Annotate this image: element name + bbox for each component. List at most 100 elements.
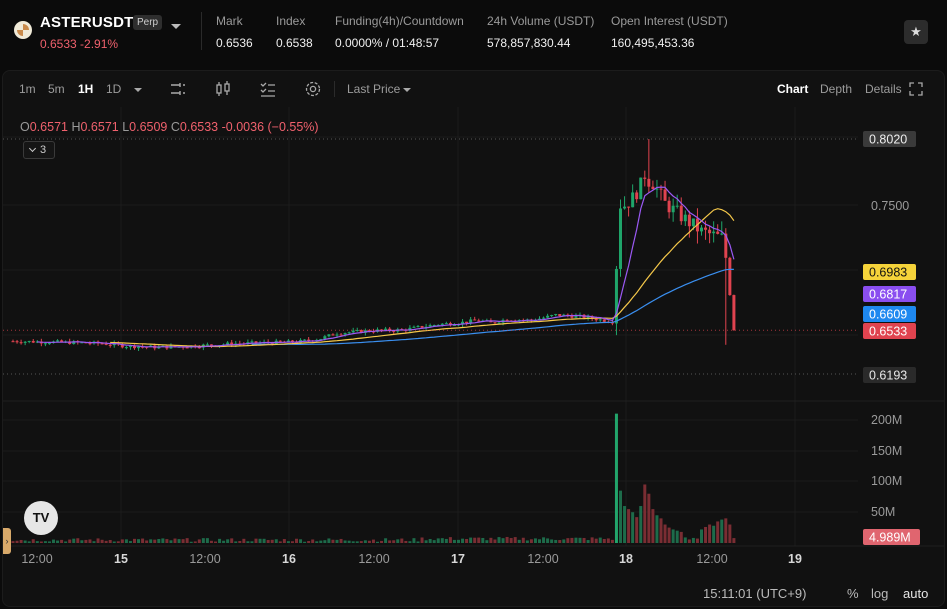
settings-icon[interactable]	[304, 80, 322, 98]
symbol-name[interactable]: ASTERUSDT	[40, 14, 134, 31]
stat-label: 24h Volume (USDT)	[487, 14, 595, 28]
tradingview-logo-icon[interactable]: TV	[24, 501, 58, 535]
clock-readout[interactable]: 15:11:01 (UTC+9)	[703, 586, 807, 601]
indicators-icon[interactable]	[259, 80, 277, 98]
volume-bar	[627, 509, 631, 543]
price-tag: 0.6193	[869, 369, 907, 383]
volume-bar	[173, 538, 177, 543]
candle-body	[11, 341, 15, 343]
volume-bar	[116, 541, 120, 543]
fullscreen-icon[interactable]	[909, 82, 923, 96]
candle-body	[205, 344, 209, 346]
chart-type-icon[interactable]	[169, 80, 187, 98]
time-axis-label: 17	[451, 552, 465, 566]
volume-bar	[68, 539, 72, 543]
candle-body	[554, 314, 558, 316]
perp-badge: Perp	[133, 15, 163, 30]
interval-1d[interactable]: 1D	[106, 82, 122, 96]
percent-toggle[interactable]: %	[847, 586, 859, 601]
symbol-dropdown-chevron-icon[interactable]	[171, 24, 181, 29]
volume-bar	[493, 539, 497, 543]
volume-bar	[687, 539, 691, 543]
price-tag: 0.6533	[869, 325, 907, 339]
candle-body	[47, 343, 51, 345]
volume-bar	[27, 541, 31, 543]
volume-bar	[64, 541, 68, 543]
volume-bar	[282, 539, 286, 543]
volume-bar	[339, 538, 343, 543]
candle-body	[124, 347, 128, 349]
candle-body	[319, 338, 323, 340]
volume-bar	[31, 539, 35, 543]
volume-bar	[246, 541, 250, 543]
volume-bar	[371, 539, 375, 543]
volume-bar	[590, 537, 594, 543]
candles-icon[interactable]	[214, 80, 232, 98]
candle-body	[185, 347, 189, 349]
stat-value: 0.6536	[216, 36, 253, 50]
favorite-star-icon[interactable]: ★	[904, 20, 928, 44]
volume-bar	[659, 518, 663, 543]
candle-body	[542, 317, 546, 319]
volume-bar	[440, 538, 444, 543]
candle-body	[43, 343, 47, 345]
candle-body	[619, 208, 622, 269]
volume-bar	[104, 540, 108, 543]
volume-bar	[396, 539, 400, 543]
interval-1h[interactable]: 1H	[78, 82, 94, 96]
volume-bar	[209, 540, 213, 543]
volume-bar	[355, 541, 359, 543]
candle-body	[428, 325, 432, 327]
stat-value: 160,495,453.36	[611, 36, 695, 50]
candle-body	[679, 205, 683, 222]
tab-depth[interactable]: Depth	[820, 82, 853, 96]
volume-bar	[679, 531, 683, 543]
chevron-down-icon	[28, 144, 37, 153]
volume-bar	[165, 539, 169, 543]
auto-toggle[interactable]: auto	[903, 586, 929, 601]
ma-mid-line	[110, 208, 735, 348]
volume-bar	[290, 541, 294, 543]
candle-body	[647, 178, 651, 187]
open-label: O	[20, 120, 30, 134]
volume-bar	[343, 540, 347, 543]
interval-1m[interactable]: 1m	[19, 82, 36, 96]
volume-bar	[92, 541, 96, 543]
candle-body	[327, 334, 331, 337]
volume-bar	[566, 538, 570, 543]
interval-5m[interactable]: 5m	[48, 82, 65, 96]
candle-body	[602, 319, 606, 322]
candle-body	[355, 330, 359, 332]
volume-bar	[404, 540, 408, 543]
volume-bar	[80, 540, 84, 543]
volume-bar	[181, 539, 185, 543]
volume-bar	[473, 537, 477, 543]
stat-label: Mark	[216, 14, 243, 28]
price-type-chevron-icon[interactable]	[403, 88, 411, 92]
volume-bar	[424, 540, 428, 543]
price-tag-bg	[863, 264, 916, 280]
candle-body	[351, 330, 355, 333]
volume-bar	[56, 540, 60, 543]
candle-body	[72, 341, 76, 345]
candle-body	[635, 192, 639, 200]
volume-bar	[716, 521, 720, 543]
tab-details[interactable]: Details	[865, 82, 902, 96]
candle-body	[598, 319, 602, 321]
volume-bar	[128, 541, 132, 543]
interval-dropdown-chevron-icon[interactable]	[134, 88, 142, 92]
candlestick-chart[interactable]: 0.8020 0.7500 0.6983 0.6817 0.6609 0.6533 0.61…	[3, 71, 945, 607]
stat-24h-volume: 24h Volume (USDT) 578,857,830.44	[487, 14, 594, 50]
candle-body	[137, 346, 141, 349]
volume-bar	[100, 539, 104, 543]
tab-chart[interactable]: Chart	[777, 82, 809, 96]
candle-body	[473, 319, 477, 321]
volume-bar	[205, 538, 209, 543]
log-toggle[interactable]: log	[871, 586, 889, 601]
candle-body	[278, 340, 282, 342]
price-type-select[interactable]: Last Price	[347, 82, 401, 96]
stat-value: 0.0000% / 01:48:57	[335, 36, 440, 50]
drawer-handle-icon[interactable]: ›	[3, 528, 11, 554]
indicator-collapse-button[interactable]: 3	[23, 141, 55, 159]
time-axis-label: 18	[619, 552, 633, 566]
